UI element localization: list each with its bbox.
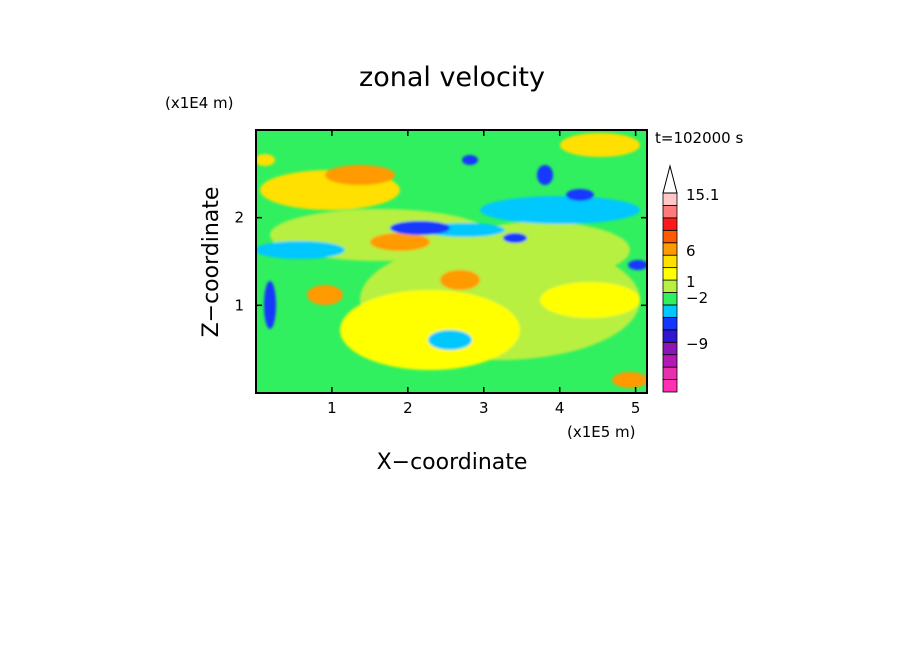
y-axis-ticks: 12 bbox=[234, 209, 647, 314]
plot-frame bbox=[255, 129, 648, 394]
x-tick-label: 4 bbox=[555, 399, 565, 417]
time-label: t=102000 s bbox=[655, 129, 743, 147]
colorbar-swatch bbox=[662, 254, 678, 269]
colorbar-label: −2 bbox=[686, 289, 708, 307]
colorbar-swatch bbox=[662, 229, 678, 244]
x-axis-label: X−coordinate bbox=[377, 450, 528, 475]
colorbar-swatch bbox=[662, 217, 678, 231]
colorbar-swatch bbox=[662, 242, 678, 256]
x-tick-label: 1 bbox=[327, 399, 337, 417]
colorbar-swatch bbox=[662, 205, 678, 219]
colorbar: 15.1 6 1−2 −9 bbox=[662, 164, 719, 393]
colorbar-swatch bbox=[662, 292, 678, 306]
colorbar-swatch bbox=[662, 279, 678, 293]
colorbar-swatch bbox=[662, 192, 678, 206]
x-unit-label: (x1E5 m) bbox=[567, 423, 636, 441]
x-tick-label: 2 bbox=[403, 399, 413, 417]
y-axis-label: Z−coordinate bbox=[199, 187, 224, 338]
colorbar-label: −9 bbox=[686, 335, 708, 353]
colorbar-swatch bbox=[662, 354, 678, 368]
x-tick-label: 5 bbox=[631, 399, 641, 417]
colorbar-swatch bbox=[662, 341, 678, 356]
colorbar-label: 1 bbox=[686, 273, 696, 291]
colorbar-swatch bbox=[662, 304, 678, 318]
colorbar-label: 6 bbox=[686, 242, 696, 260]
x-tick-label: 3 bbox=[479, 399, 489, 417]
colorbar-label: 15.1 bbox=[686, 186, 719, 204]
colorbar-swatch bbox=[662, 329, 678, 343]
colorbar-swatch bbox=[662, 316, 678, 331]
y-tick-label: 2 bbox=[234, 209, 244, 227]
colorbar-swatch bbox=[662, 267, 678, 281]
colorbar-swatch bbox=[662, 379, 678, 393]
chart-title: zonal velocity bbox=[359, 62, 545, 93]
y-unit-label: (x1E4 m) bbox=[165, 94, 234, 112]
colorbar-swatch bbox=[662, 366, 678, 380]
colorbar-arrow bbox=[662, 164, 678, 194]
y-tick-label: 1 bbox=[234, 296, 244, 314]
x-axis-ticks: 1 2 3 4 5 bbox=[327, 130, 640, 417]
velocity-field bbox=[256, 133, 647, 388]
